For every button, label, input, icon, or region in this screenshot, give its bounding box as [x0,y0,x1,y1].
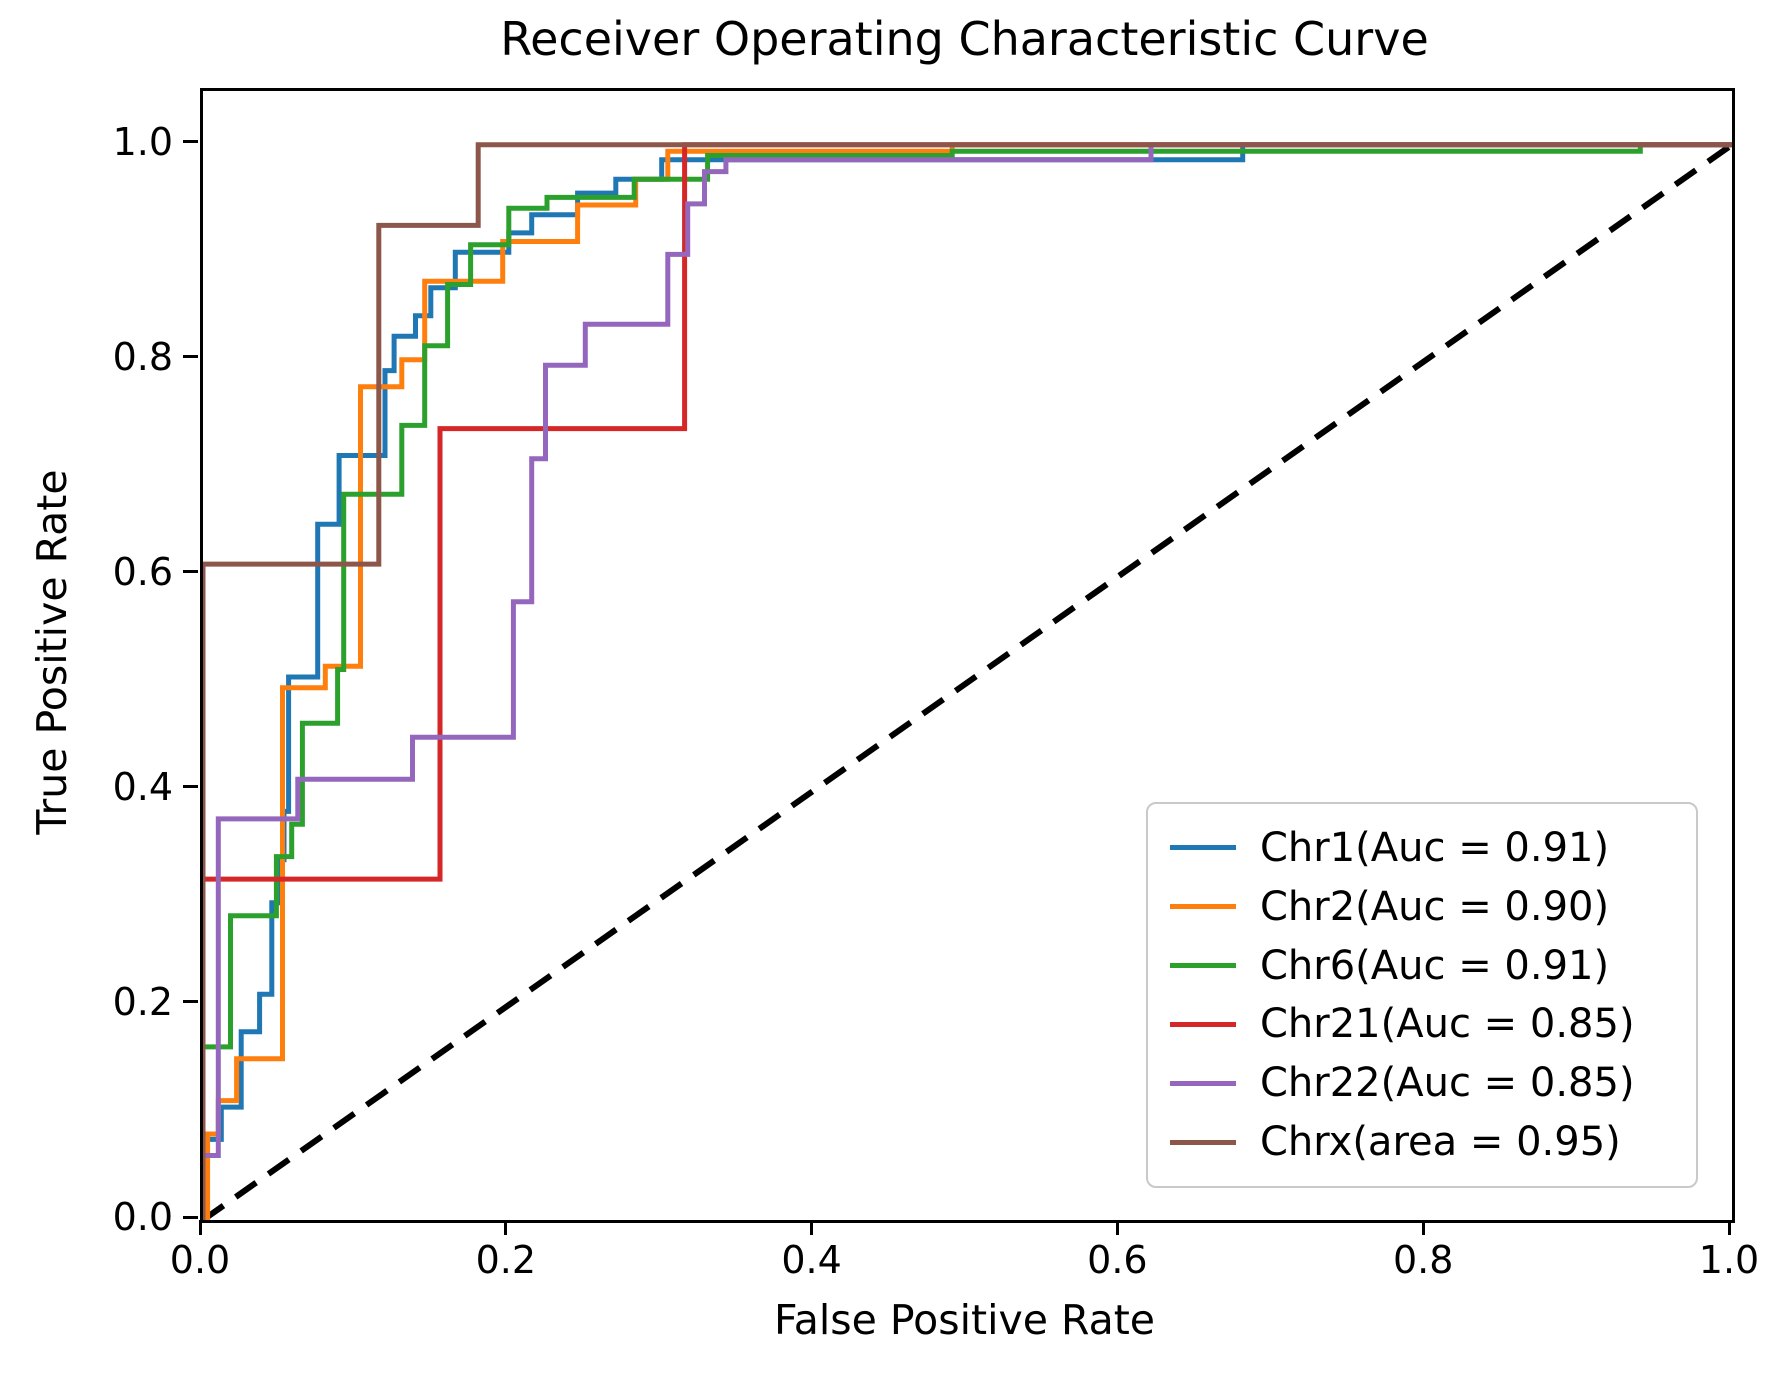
chance-diagonal-line [203,142,1732,1220]
x-axis-label: False Positive Rate [773,1296,1156,1344]
legend-line-swatch [1170,1080,1236,1086]
roc-curve-chr22 [203,142,1732,1220]
legend-box: Chr1(Auc = 0.91) Chr2(Auc = 0.90) Chr6(Auc… [1146,802,1698,1188]
x-tick-label: 0.4 [781,1238,842,1282]
y-tick-mark [183,355,198,359]
x-tick-mark [198,1220,202,1235]
y-tick-label: 0.0 [112,1195,173,1239]
x-tick-label: 0.8 [1392,1238,1454,1282]
y-tick-label: 0.8 [112,334,173,379]
legend-entry-label: Chr6(Auc = 0.91) [1260,942,1610,989]
y-tick-mark [183,1215,198,1219]
legend-entry-chr6: Chr6(Auc = 0.91) [1170,943,1674,989]
legend-line-swatch [1170,963,1236,969]
roc-svg [203,142,1732,1220]
x-tick-mark [1727,1220,1731,1235]
x-tick-mark [504,1220,508,1235]
roc-curve-chrx [203,142,1732,1220]
plot-title: Receiver Operating Characteristic Curve [500,12,1429,66]
y-tick-label: 0.6 [112,549,173,594]
legend-entry-chr22: Chr22(Auc = 0.85) [1170,1060,1674,1106]
legend-entry-label: Chr21(Auc = 0.85) [1260,1001,1635,1048]
x-tick-label: 0.6 [1087,1238,1148,1282]
y-tick-label: 0.2 [112,979,173,1024]
legend-entry-chr21: Chr21(Auc = 0.85) [1170,1001,1674,1047]
y-tick-mark [183,1000,198,1004]
y-tick-mark [183,570,198,574]
legend-entry-chr2: Chr2(Auc = 0.90) [1170,884,1674,930]
plot-area [200,88,1735,1223]
legend-entry-chr1: Chr1(Auc = 0.91) [1170,825,1674,871]
legend-entry-label: Chr22(Auc = 0.85) [1260,1060,1635,1107]
y-tick-mark [183,785,198,789]
legend-entry-label: Chr2(Auc = 0.90) [1260,883,1610,930]
x-tick-mark [810,1220,814,1235]
roc-curve-chr1 [203,142,1732,1220]
x-tick-mark [1115,1220,1119,1235]
x-tick-label: 1.0 [1698,1238,1760,1282]
x-tick-mark [1421,1220,1425,1235]
x-tick-label: 0.0 [169,1238,231,1282]
legend-line-swatch [1170,1139,1236,1145]
y-tick-mark [183,140,198,144]
legend-entry-label: Chrx(area = 0.95) [1260,1119,1621,1166]
x-tick-label: 0.2 [475,1238,537,1282]
legend-entry-chrx: Chrx(area = 0.95) [1170,1119,1674,1165]
legend-entry-label: Chr1(Auc = 0.91) [1260,824,1610,871]
y-tick-label: 0.4 [112,764,173,809]
y-axis-label: True Positive Rate [28,469,76,835]
legend-line-swatch [1170,1021,1236,1027]
y-tick-label: 1.0 [112,119,173,164]
legend-line-swatch [1170,845,1236,851]
legend-line-swatch [1170,904,1236,910]
